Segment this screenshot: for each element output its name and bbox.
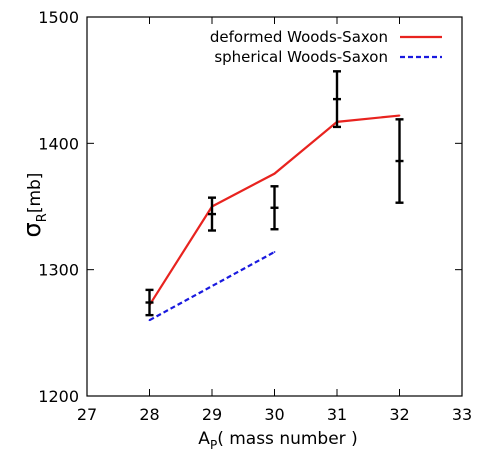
- data-point-errorbar: [270, 185, 279, 231]
- y-axis-label-sub: R: [35, 213, 50, 222]
- x-tick-label: 27: [77, 405, 97, 424]
- data-point-errorbar: [333, 70, 341, 129]
- y-tick-label: 1200: [38, 387, 79, 406]
- plot-area: [145, 70, 404, 322]
- data-point-errorbar: [145, 288, 154, 317]
- x-axis-label: AP( mass number ): [198, 429, 357, 452]
- series-point-1: [148, 319, 151, 322]
- legend-label-1: spherical Woods-Saxon: [214, 48, 388, 66]
- x-tick-label: 31: [327, 405, 347, 424]
- legend: deformed Woods-Saxon spherical Woods-Saxo…: [210, 28, 442, 66]
- y-tick-label: 1300: [38, 261, 79, 280]
- x-tick-label: 30: [264, 405, 284, 424]
- x-axis-label-rest: ( mass number ): [217, 429, 358, 449]
- x-tick-label: 33: [452, 405, 472, 424]
- axis-ticks: 27 28 29 30 31 32 33 1200 1300 1400 1500: [38, 8, 472, 424]
- y-axis-label-main: σ: [18, 222, 46, 237]
- x-tick-label: 32: [389, 405, 409, 424]
- data-point-errorbar: [208, 196, 216, 232]
- data-point-errorbar: [395, 118, 404, 204]
- y-tick-label: 1400: [38, 134, 79, 153]
- x-axis-label-main: A: [198, 429, 210, 449]
- series-point-0: [398, 114, 401, 117]
- x-tick-label: 28: [139, 405, 159, 424]
- y-tick-label: 1500: [38, 8, 79, 27]
- x-tick-label: 29: [202, 405, 222, 424]
- legend-label-0: deformed Woods-Saxon: [210, 28, 388, 46]
- y-axis-label-rest: [mb]: [25, 173, 45, 214]
- y-axis-label: σR[mb]: [18, 173, 50, 238]
- series-line-1: [148, 251, 276, 322]
- series-point-1: [273, 251, 276, 253]
- series-point-0: [273, 172, 276, 175]
- x-axis-label-sub: P: [210, 438, 217, 452]
